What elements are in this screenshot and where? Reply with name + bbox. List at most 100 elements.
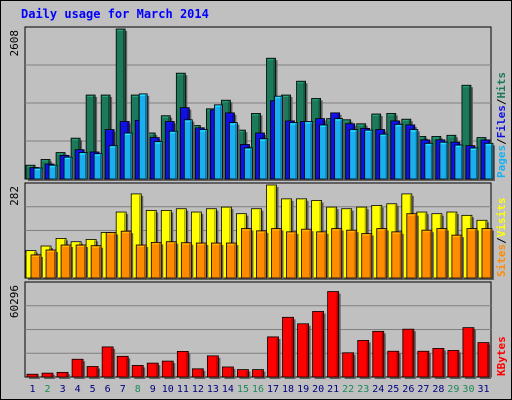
visits-bar-sites bbox=[481, 228, 494, 280]
kbytes-bar-kbytes bbox=[237, 369, 251, 379]
x-tick-label: 4 bbox=[75, 384, 81, 395]
x-tick-label: 12 bbox=[192, 384, 204, 395]
kbytes-bar-kbytes bbox=[176, 350, 191, 379]
hits-bar-pages bbox=[229, 122, 240, 181]
kbytes-bar-kbytes bbox=[116, 355, 131, 379]
hits-bar-pages bbox=[424, 142, 435, 181]
visits-bar-sites bbox=[210, 242, 224, 280]
kbytes-bar-kbytes bbox=[432, 348, 446, 379]
hits-bar-pages bbox=[63, 156, 75, 181]
hits-bar-pages bbox=[213, 104, 225, 181]
hits-bar-pages bbox=[289, 122, 300, 181]
x-tick-label: 11 bbox=[177, 384, 189, 395]
visits-bar-sites bbox=[406, 213, 419, 280]
visits-bar-sites bbox=[195, 242, 209, 280]
hits-bar-pages bbox=[439, 141, 450, 181]
kbytes-legend: KBytes bbox=[495, 336, 508, 376]
hits-bar-pages bbox=[183, 119, 195, 181]
hits-bar-pages bbox=[48, 164, 60, 181]
kbytes-bar-kbytes bbox=[477, 342, 491, 379]
hits-bar-pages bbox=[153, 141, 165, 181]
x-tick-label: 5 bbox=[90, 384, 96, 395]
visits-bar-sites bbox=[256, 230, 269, 280]
x-tick-label: 21 bbox=[327, 384, 339, 395]
visits-bar-sites bbox=[316, 231, 329, 280]
x-tick-label: 16 bbox=[252, 384, 264, 395]
x-tick-label: 2 bbox=[45, 384, 51, 395]
legend-separator: / bbox=[495, 138, 508, 145]
visits-bar-sites bbox=[286, 231, 299, 280]
visits-bar-sites bbox=[241, 228, 254, 280]
kbytes-bar-kbytes bbox=[402, 328, 416, 379]
visits-bar-sites bbox=[331, 228, 344, 280]
visits-bar-sites bbox=[180, 242, 194, 280]
hits-bar-pages bbox=[274, 95, 285, 181]
visits-bar-sites bbox=[165, 241, 179, 280]
kbytes-bar-kbytes bbox=[267, 336, 281, 379]
visits-bar-sites bbox=[421, 229, 434, 280]
x-tick-label: 17 bbox=[267, 384, 279, 395]
kbytes-bar-kbytes bbox=[26, 373, 40, 379]
chart-title: Daily usage for March 2014 bbox=[21, 7, 209, 21]
x-tick-label: 22 bbox=[342, 384, 354, 395]
hits-bar-pages bbox=[78, 152, 90, 181]
x-tick-label: 25 bbox=[387, 384, 399, 395]
legend-entry-kbytes: KBytes bbox=[495, 336, 508, 376]
hits-bar-pages bbox=[379, 133, 390, 181]
kbytes-bar-kbytes bbox=[342, 352, 356, 379]
kbytes-bar-kbytes bbox=[161, 360, 176, 379]
hits-bar-pages bbox=[409, 129, 420, 181]
kbytes-bar-kbytes bbox=[252, 369, 266, 379]
x-tick-label: 30 bbox=[462, 384, 474, 395]
visits-bar-sites bbox=[436, 228, 449, 280]
kbytes-bar-kbytes bbox=[312, 311, 326, 379]
kbytes-bar-kbytes bbox=[56, 371, 71, 379]
kbytes-bar-kbytes bbox=[417, 350, 431, 379]
x-tick-label: 9 bbox=[150, 384, 156, 395]
visits-bar-sites bbox=[45, 249, 59, 280]
x-tick-label: 31 bbox=[477, 384, 489, 395]
visits-bar-sites bbox=[361, 233, 374, 280]
kbytes-bar-kbytes bbox=[222, 366, 236, 379]
x-tick-label: 15 bbox=[237, 384, 249, 395]
visits-bar-sites bbox=[135, 244, 149, 280]
legend-entry-visits: Visits bbox=[495, 198, 508, 238]
hits-bar-pages bbox=[123, 132, 135, 181]
x-tick-label: 20 bbox=[312, 384, 324, 395]
kbytes-bar-kbytes bbox=[191, 368, 206, 379]
hits-bar-pages bbox=[93, 153, 105, 181]
visits-bar-sites bbox=[60, 244, 74, 280]
kbytes-bar-kbytes bbox=[101, 346, 116, 379]
visits-bar-sites bbox=[150, 241, 164, 280]
kbytes-bar-kbytes bbox=[327, 291, 341, 379]
visits-bar-sites bbox=[90, 245, 104, 280]
x-tick-label: 1 bbox=[30, 384, 36, 395]
x-tick-label: 10 bbox=[162, 384, 174, 395]
kbytes-bar-kbytes bbox=[447, 350, 461, 379]
kbytes-bar-kbytes bbox=[41, 372, 56, 379]
kbytes-bar-kbytes bbox=[206, 355, 221, 379]
hits-bar-pages bbox=[33, 167, 44, 181]
kbytes-bar-kbytes bbox=[71, 358, 86, 379]
visits-bar-sites bbox=[30, 254, 43, 280]
x-tick-label: 14 bbox=[222, 384, 234, 395]
x-tick-label: 28 bbox=[432, 384, 444, 395]
x-tick-label: 13 bbox=[207, 384, 219, 395]
hits-bar-pages bbox=[138, 93, 150, 181]
kbytes-bar-kbytes bbox=[372, 330, 386, 379]
x-tick-label: 18 bbox=[282, 384, 294, 395]
visits-bar-sites bbox=[451, 234, 464, 280]
kbytes-bar-kbytes bbox=[131, 365, 146, 379]
legend-entry-hits: Hits bbox=[495, 72, 508, 99]
kbytes-bar-kbytes bbox=[297, 323, 311, 379]
visits-bar-sites bbox=[105, 232, 119, 280]
legend-separator: / bbox=[495, 237, 508, 244]
hits-bar-pages bbox=[334, 118, 345, 181]
hits-bar-pages bbox=[259, 138, 270, 181]
kbytes-bar-kbytes bbox=[387, 350, 401, 379]
hits-bar-pages bbox=[304, 121, 315, 181]
x-tick-label: 8 bbox=[135, 384, 141, 395]
hits-bar-pages bbox=[484, 142, 495, 181]
x-tick-label: 6 bbox=[105, 384, 111, 395]
